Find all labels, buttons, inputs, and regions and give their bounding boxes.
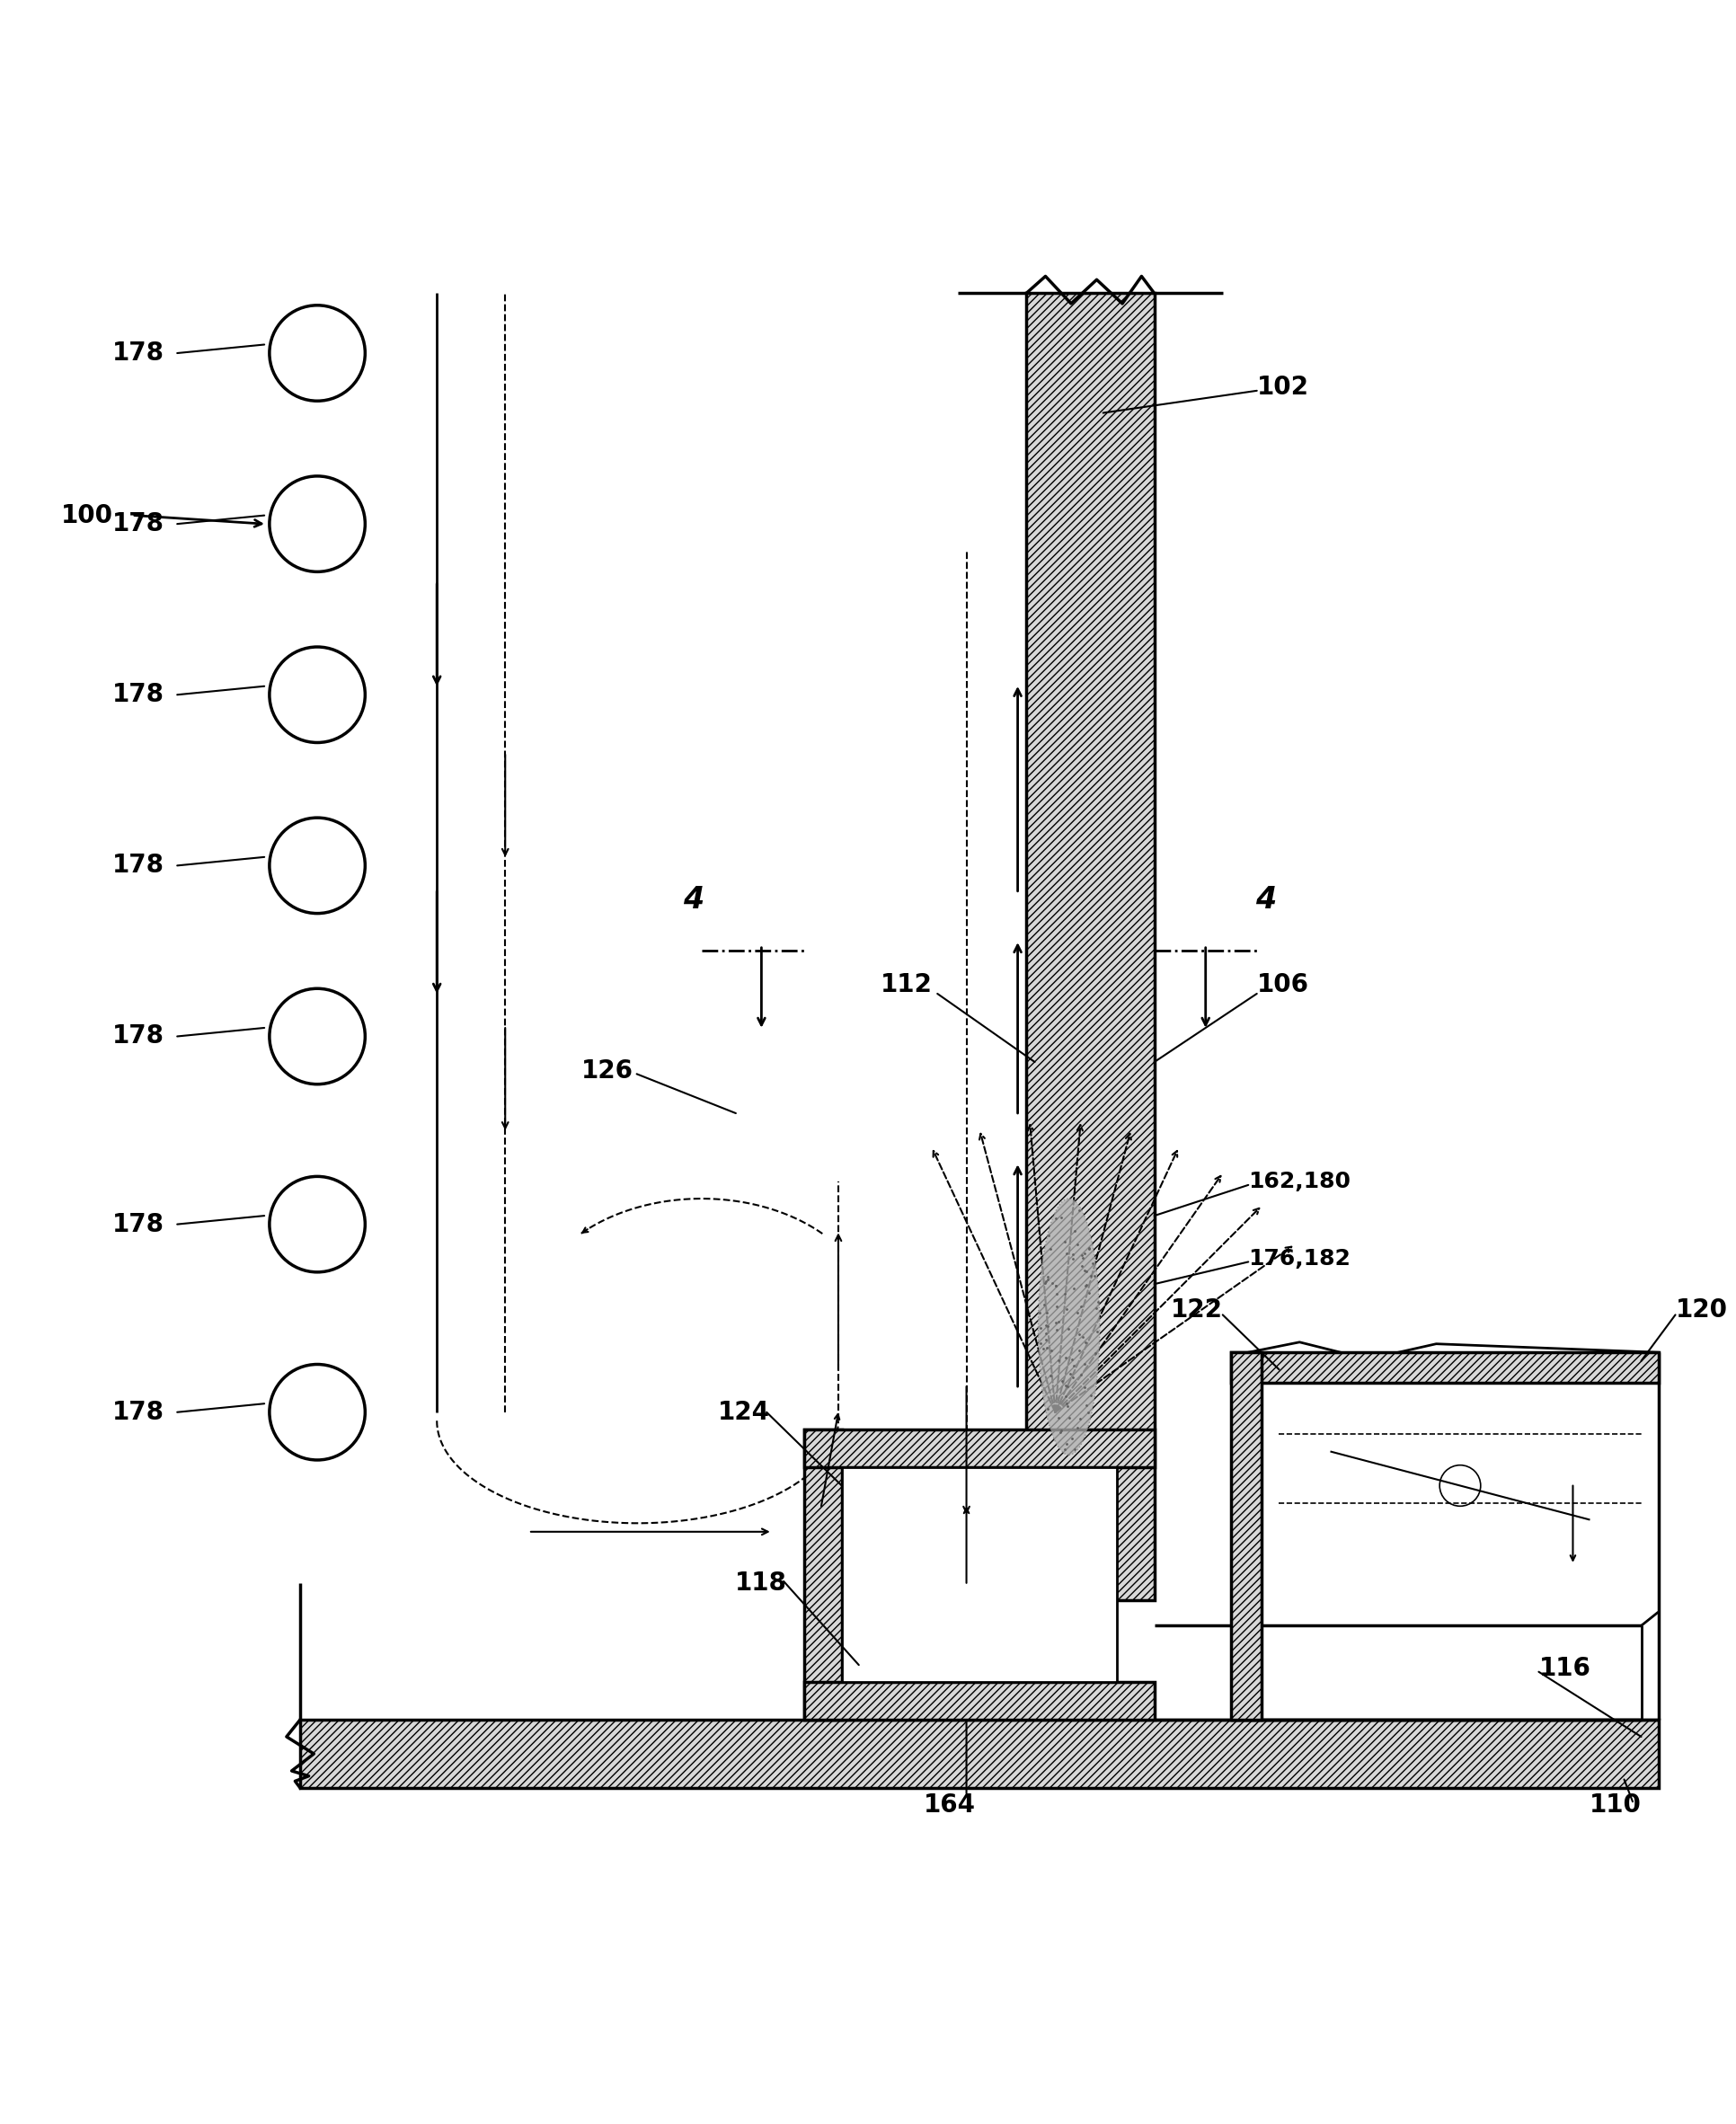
Text: 106: 106 <box>1257 973 1309 998</box>
Bar <box>804 1429 1154 1468</box>
Text: 112: 112 <box>880 973 932 998</box>
Text: 4: 4 <box>682 886 703 915</box>
Text: 120: 120 <box>1675 1298 1727 1323</box>
Text: 124: 124 <box>719 1400 771 1425</box>
Text: 102: 102 <box>1257 374 1309 399</box>
Text: 178: 178 <box>113 1024 165 1049</box>
Text: 4: 4 <box>1255 886 1276 915</box>
Text: 176,182: 176,182 <box>1248 1247 1351 1270</box>
Text: 178: 178 <box>113 1400 165 1425</box>
Text: 178: 178 <box>113 1211 165 1236</box>
Text: 162,180: 162,180 <box>1248 1170 1351 1192</box>
Bar <box>804 1429 842 1720</box>
Text: 122: 122 <box>1170 1298 1222 1323</box>
Text: 126: 126 <box>582 1058 634 1083</box>
Ellipse shape <box>1038 1198 1099 1455</box>
Text: 118: 118 <box>734 1570 786 1595</box>
Text: 100: 100 <box>61 503 113 529</box>
Text: 164: 164 <box>924 1793 976 1818</box>
Bar <box>300 1720 1658 1788</box>
Text: 178: 178 <box>113 512 165 537</box>
Bar <box>1231 1353 1658 1383</box>
Text: 178: 178 <box>113 682 165 707</box>
Bar <box>1026 293 1154 1599</box>
Text: 116: 116 <box>1538 1657 1590 1680</box>
Bar <box>1231 1353 1262 1720</box>
Text: 178: 178 <box>113 340 165 365</box>
Bar <box>842 1468 1116 1682</box>
Text: 110: 110 <box>1588 1793 1641 1818</box>
Text: 178: 178 <box>113 854 165 877</box>
Bar <box>804 1682 1154 1720</box>
